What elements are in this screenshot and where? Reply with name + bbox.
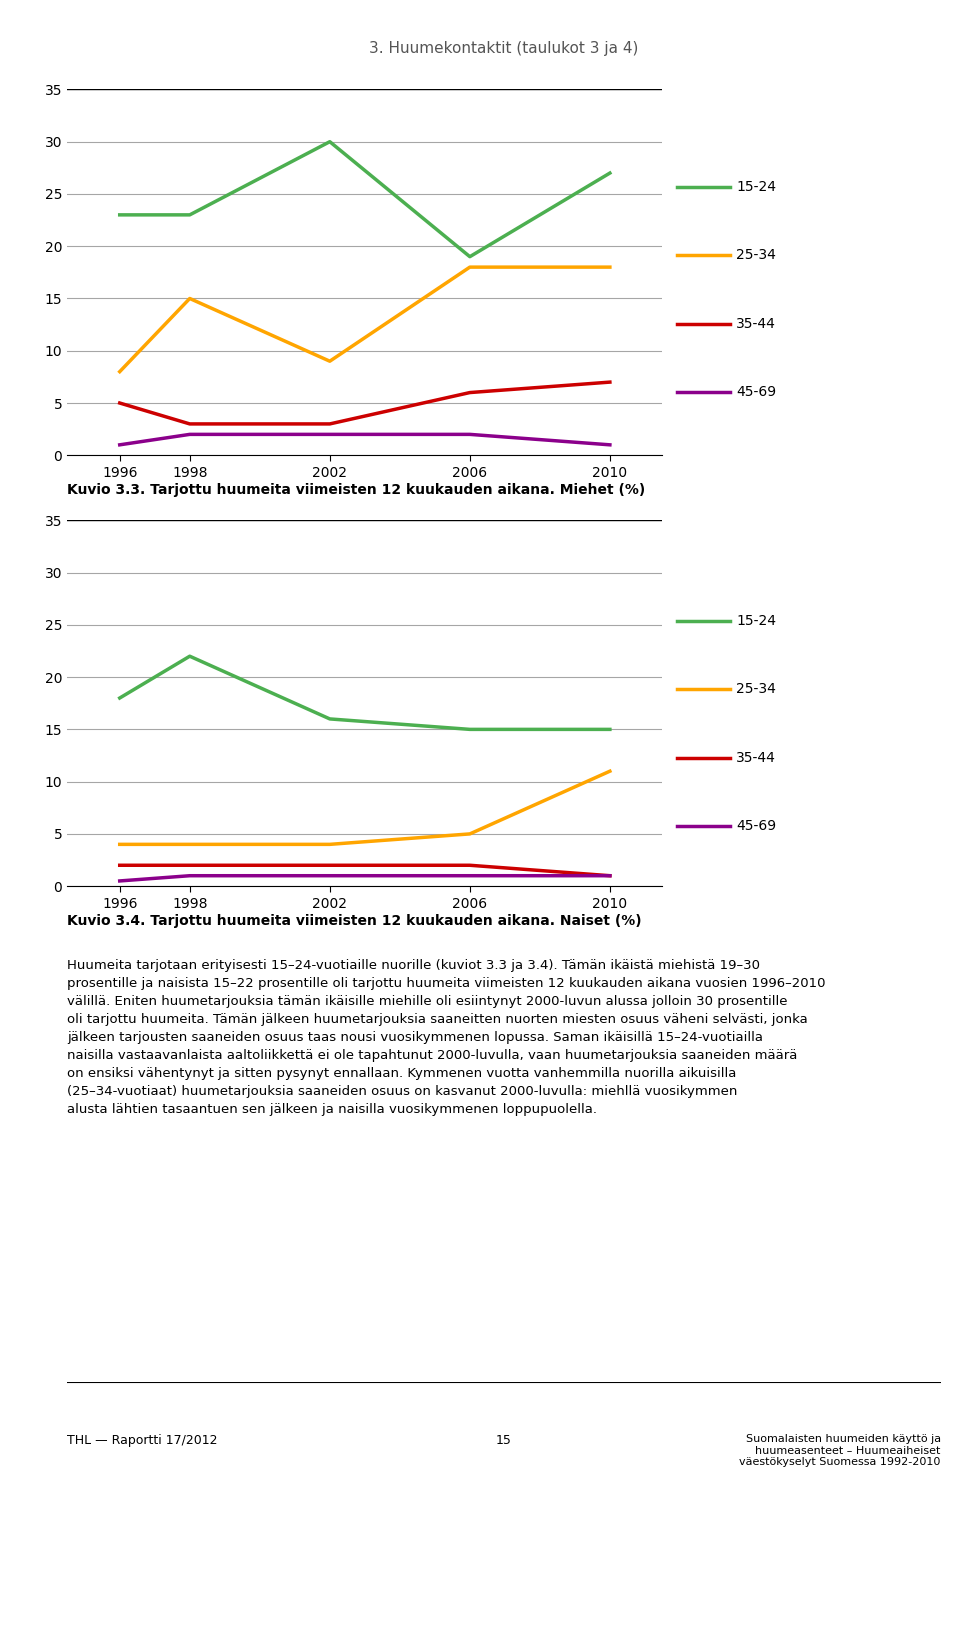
Text: 15-24: 15-24 (736, 615, 777, 628)
Text: 3. Huumekontaktit (taulukot 3 ja 4): 3. Huumekontaktit (taulukot 3 ja 4) (370, 41, 638, 57)
Text: 35-44: 35-44 (736, 751, 777, 764)
Text: Kuvio 3.4. Tarjottu huumeita viimeisten 12 kuukauden aikana. Naiset (%): Kuvio 3.4. Tarjottu huumeita viimeisten … (67, 914, 642, 928)
Text: 45-69: 45-69 (736, 385, 777, 398)
Text: 15-24: 15-24 (736, 180, 777, 193)
Text: 15: 15 (496, 1434, 512, 1447)
Text: Suomalaisten huumeiden käyttö ja
huumeasenteet – Huumeaiheiset
väestökyselyt Suo: Suomalaisten huumeiden käyttö ja huumeas… (739, 1434, 941, 1467)
Text: 25-34: 25-34 (736, 249, 777, 262)
Text: 25-34: 25-34 (736, 683, 777, 696)
Text: Huumeita tarjotaan erityisesti 15–24-vuotiaille nuorille (kuviot 3.3 ja 3.4). Tä: Huumeita tarjotaan erityisesti 15–24-vuo… (67, 959, 826, 1117)
Text: Kuvio 3.3. Tarjottu huumeita viimeisten 12 kuukauden aikana. Miehet (%): Kuvio 3.3. Tarjottu huumeita viimeisten … (67, 483, 645, 498)
Text: 35-44: 35-44 (736, 317, 777, 330)
Text: 45-69: 45-69 (736, 820, 777, 833)
Text: THL — Raportti 17/2012: THL — Raportti 17/2012 (67, 1434, 218, 1447)
